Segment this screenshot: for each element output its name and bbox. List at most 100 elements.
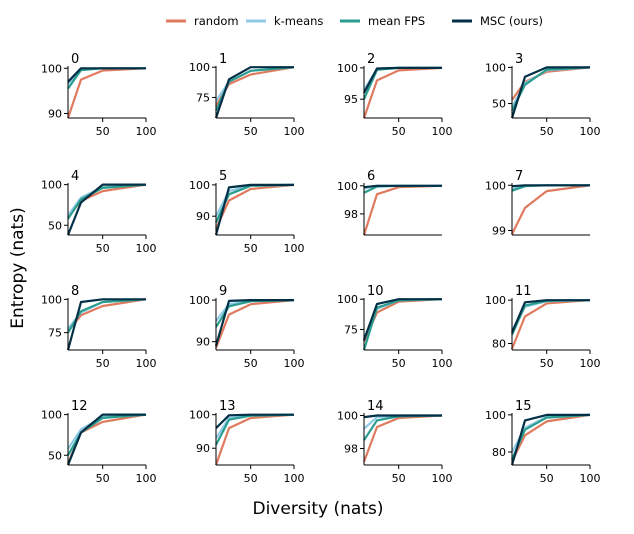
subplot-0: 90 100 50 100 0 bbox=[41, 52, 157, 138]
series-line-msc-ours bbox=[66, 413, 146, 466]
x-tick-label: 50 bbox=[96, 242, 110, 255]
series-line-random bbox=[511, 184, 591, 235]
legend-label: mean FPS bbox=[368, 14, 425, 28]
y-tick-label: 75 bbox=[48, 327, 62, 340]
legend-item: random bbox=[166, 14, 239, 28]
subplot-title: 7 bbox=[515, 169, 523, 184]
x-tick-label: 50 bbox=[392, 357, 406, 370]
subplot-14: 98 100 50 100 14 bbox=[337, 399, 453, 485]
y-tick-label: 100 bbox=[41, 293, 62, 306]
subplot-title: 9 bbox=[219, 284, 227, 299]
y-tick-label: 75 bbox=[196, 91, 210, 104]
x-tick-label: 100 bbox=[432, 357, 453, 370]
series-line-msc-ours bbox=[214, 299, 294, 347]
series-line-random bbox=[511, 413, 591, 462]
series-line-mean-fps bbox=[511, 66, 591, 112]
series-line-msc-ours bbox=[67, 67, 146, 83]
x-tick-label: 100 bbox=[284, 357, 305, 370]
x-tick-label: 50 bbox=[96, 357, 110, 370]
series-line-msc-ours bbox=[363, 184, 442, 189]
series-line-msc-ours bbox=[215, 413, 294, 429]
subplot-title: 5 bbox=[219, 169, 227, 184]
y-tick-label: 80 bbox=[492, 338, 506, 351]
series-line-random bbox=[362, 184, 443, 236]
y-tick-label: 95 bbox=[344, 93, 358, 106]
legend-label: random bbox=[194, 14, 239, 28]
series-line-msc-ours bbox=[363, 66, 442, 94]
subplot-13: 90 100 50 100 13 bbox=[189, 399, 305, 485]
y-tick-label: 100 bbox=[189, 179, 210, 192]
x-tick-label: 100 bbox=[136, 472, 157, 485]
subplot-title: 2 bbox=[367, 52, 375, 67]
y-tick-label: 100 bbox=[189, 409, 210, 422]
y-tick-label: 75 bbox=[344, 323, 358, 336]
subplot-title: 0 bbox=[71, 52, 79, 67]
x-tick-label: 100 bbox=[136, 242, 157, 255]
series-line-k-means bbox=[67, 413, 147, 450]
subplot-1: 75 100 50 100 1 bbox=[189, 52, 305, 138]
y-tick-label: 100 bbox=[189, 61, 210, 74]
subplot-7: 99 100 7 bbox=[485, 169, 591, 237]
subplot-title: 1 bbox=[219, 52, 227, 67]
legend-item: mean FPS bbox=[340, 14, 425, 28]
y-tick-label: 100 bbox=[485, 409, 506, 422]
subplot-11: 80 100 50 100 11 bbox=[485, 284, 601, 370]
x-tick-label: 50 bbox=[244, 357, 258, 370]
series-line-random bbox=[66, 413, 147, 464]
y-tick-label: 99 bbox=[492, 224, 506, 237]
subplot-4: 50 100 50 100 4 bbox=[41, 169, 157, 255]
subplot-10: 75 100 50 100 10 bbox=[337, 284, 453, 370]
series-line-msc-ours bbox=[510, 413, 590, 466]
subplot-title: 15 bbox=[515, 399, 532, 414]
y-tick-label: 90 bbox=[196, 336, 210, 349]
subplot-title: 10 bbox=[367, 284, 384, 299]
y-tick-label: 100 bbox=[485, 294, 506, 307]
x-tick-label: 50 bbox=[96, 472, 110, 485]
x-tick-label: 100 bbox=[580, 472, 601, 485]
x-tick-label: 50 bbox=[244, 125, 258, 138]
y-tick-label: 100 bbox=[189, 294, 210, 307]
x-tick-label: 100 bbox=[284, 472, 305, 485]
y-tick-label: 50 bbox=[492, 98, 506, 111]
series-line-msc-ours bbox=[214, 66, 294, 119]
x-axis-label: Diversity (nats) bbox=[252, 499, 383, 519]
subplot-15: 80 100 50 100 15 bbox=[485, 399, 601, 485]
series-line-msc-ours bbox=[66, 298, 146, 351]
series-line-msc-ours bbox=[363, 414, 442, 419]
x-tick-label: 100 bbox=[136, 357, 157, 370]
subplot-6: 98 100 6 bbox=[337, 169, 443, 236]
series-line-msc-ours bbox=[510, 299, 590, 334]
subplot-title: 14 bbox=[367, 399, 384, 414]
subplot-12: 50 100 50 100 12 bbox=[41, 399, 157, 485]
y-tick-label: 80 bbox=[492, 446, 506, 459]
y-tick-label: 50 bbox=[48, 449, 62, 462]
subplot-title: 4 bbox=[71, 169, 79, 184]
series-line-msc-ours bbox=[214, 183, 294, 236]
series-line-mean-fps bbox=[67, 413, 147, 456]
subplot-title: 3 bbox=[515, 52, 523, 67]
y-tick-label: 100 bbox=[337, 293, 358, 306]
x-tick-label: 100 bbox=[580, 125, 601, 138]
y-tick-label: 100 bbox=[337, 180, 358, 193]
y-tick-label: 100 bbox=[337, 62, 358, 75]
series-line-msc-ours bbox=[510, 66, 590, 119]
y-tick-label: 90 bbox=[196, 442, 210, 455]
series-line-random bbox=[214, 413, 295, 466]
legend-label: MSC (ours) bbox=[480, 14, 543, 28]
x-tick-label: 50 bbox=[540, 357, 554, 370]
subplot-9: 90 100 50 100 9 bbox=[189, 284, 305, 370]
x-tick-label: 100 bbox=[432, 472, 453, 485]
series-line-random bbox=[66, 67, 147, 119]
x-tick-label: 100 bbox=[284, 125, 305, 138]
y-tick-label: 100 bbox=[485, 61, 506, 74]
x-tick-label: 50 bbox=[244, 472, 258, 485]
series-line-random bbox=[362, 66, 443, 119]
x-tick-label: 50 bbox=[96, 125, 110, 138]
x-tick-label: 50 bbox=[392, 125, 406, 138]
series-line-random bbox=[214, 299, 295, 349]
x-tick-label: 50 bbox=[540, 125, 554, 138]
y-tick-label: 50 bbox=[48, 219, 62, 232]
legend-label: k-means bbox=[274, 14, 323, 28]
